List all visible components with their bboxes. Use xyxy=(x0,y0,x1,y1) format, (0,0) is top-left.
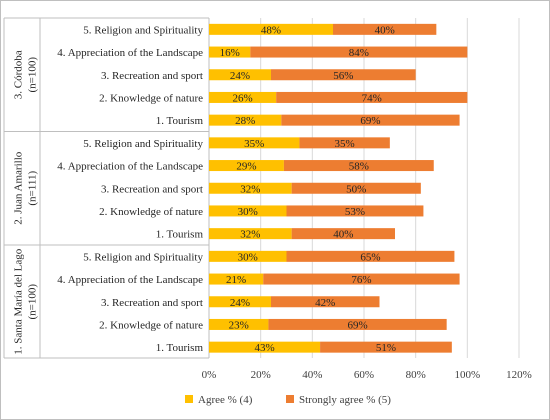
data-label: 32% xyxy=(240,183,260,195)
bar-segment-strongly-agree xyxy=(286,250,455,262)
category-label: 5. Religion and Spirituality xyxy=(83,138,203,150)
data-label: 51% xyxy=(376,342,396,354)
bar-segment-strongly-agree xyxy=(276,91,468,103)
category-label: 4. Appreciation of the Landscape xyxy=(57,161,203,173)
data-label: 23% xyxy=(229,319,249,331)
group-sample-size: (n=100) xyxy=(27,284,39,320)
data-label: 69% xyxy=(347,319,367,331)
bar-segment-strongly-agree xyxy=(291,228,395,240)
data-label: 24% xyxy=(230,70,250,82)
data-label: 76% xyxy=(351,274,371,286)
bar-segment-strongly-agree xyxy=(286,205,424,217)
legend-swatch xyxy=(185,395,193,403)
data-label: 53% xyxy=(345,206,365,218)
data-label: 50% xyxy=(346,183,366,195)
bar-segment-strongly-agree xyxy=(271,69,416,81)
data-label: 42% xyxy=(315,297,335,309)
x-tick-label: 60% xyxy=(354,369,374,381)
bar-segment-agree xyxy=(209,46,251,58)
bar-segment-strongly-agree xyxy=(271,296,380,308)
data-label: 48% xyxy=(261,24,281,36)
group-label: 3. Córdoba xyxy=(13,50,25,99)
bar-segment-agree xyxy=(209,250,287,262)
bar-segment-strongly-agree xyxy=(299,137,390,149)
bar-segment-strongly-agree xyxy=(283,160,434,172)
category-label: 5. Religion and Spirituality xyxy=(83,24,203,36)
category-label: 2. Knowledge of nature xyxy=(99,206,203,218)
category-label: 5. Religion and Spirituality xyxy=(83,251,203,263)
category-label: 3. Recreation and sport xyxy=(101,70,203,82)
data-label: 84% xyxy=(349,47,369,59)
legend-swatch xyxy=(286,395,294,403)
data-label: 28% xyxy=(235,115,255,127)
bar-segment-agree xyxy=(209,69,271,81)
bar-segment-agree xyxy=(209,137,300,149)
data-label: 32% xyxy=(240,229,260,241)
x-tick-label: 100% xyxy=(454,369,480,381)
bar-segment-agree xyxy=(209,296,271,308)
bar-segment-agree xyxy=(209,160,284,172)
category-label: 1. Tourism xyxy=(156,229,204,241)
category-label: 4. Appreciation of the Landscape xyxy=(57,47,203,59)
legend-label: Agree % (4) xyxy=(198,394,253,406)
data-label: 30% xyxy=(238,251,258,263)
group-sample-size: (n=100) xyxy=(27,57,39,93)
bar-segment-agree xyxy=(209,114,282,126)
data-label: 69% xyxy=(360,115,380,127)
category-label: 4. Appreciation of the Landscape xyxy=(57,274,203,286)
bar-segment-strongly-agree xyxy=(281,114,460,126)
bar-segment-strongly-agree xyxy=(291,182,421,194)
group-label: 2. Juan Amarillo xyxy=(13,151,25,225)
bar-segment-strongly-agree xyxy=(320,341,452,353)
data-label: 29% xyxy=(236,161,256,173)
bar-segment-agree xyxy=(209,205,287,217)
bar-segment-agree xyxy=(209,182,292,194)
data-label: 30% xyxy=(238,206,258,218)
data-label: 74% xyxy=(362,92,382,104)
bar-segment-strongly-agree xyxy=(333,23,437,35)
category-label: 2. Knowledge of nature xyxy=(99,92,203,104)
bar-segment-strongly-agree xyxy=(263,273,460,285)
group-sample-size: (n=111) xyxy=(27,171,39,206)
bar-segment-agree xyxy=(209,318,269,330)
data-label: 16% xyxy=(220,47,240,59)
data-label: 58% xyxy=(349,161,369,173)
bar-segment-strongly-agree xyxy=(268,318,447,330)
bar-segment-agree xyxy=(209,273,264,285)
bar-segment-agree xyxy=(209,228,292,240)
bar-segment-agree xyxy=(209,91,277,103)
x-tick-label: 80% xyxy=(406,369,426,381)
category-label: 1. Tourism xyxy=(156,342,204,354)
data-label: 26% xyxy=(232,92,252,104)
bar-segment-agree xyxy=(209,23,333,35)
x-tick-label: 120% xyxy=(506,369,532,381)
data-label: 24% xyxy=(230,297,250,309)
data-label: 35% xyxy=(244,138,264,150)
data-label: 35% xyxy=(335,138,355,150)
x-tick-label: 20% xyxy=(251,369,271,381)
data-label: 43% xyxy=(254,342,274,354)
category-label: 1. Tourism xyxy=(156,115,204,127)
category-label: 3. Recreation and sport xyxy=(101,297,203,309)
category-label: 2. Knowledge of nature xyxy=(99,319,203,331)
data-label: 40% xyxy=(375,24,395,36)
category-label: 3. Recreation and sport xyxy=(101,183,203,195)
group-label: 1. Santa María del Lago xyxy=(13,248,25,354)
data-label: 40% xyxy=(333,229,353,241)
x-tick-label: 40% xyxy=(302,369,322,381)
bar-segment-agree xyxy=(209,341,321,353)
data-label: 21% xyxy=(226,274,246,286)
bar-segment-strongly-agree xyxy=(250,46,468,58)
legend-label: Strongly agree % (5) xyxy=(299,394,391,406)
data-label: 65% xyxy=(360,251,380,263)
data-label: 56% xyxy=(333,70,353,82)
x-tick-label: 0% xyxy=(202,369,217,381)
